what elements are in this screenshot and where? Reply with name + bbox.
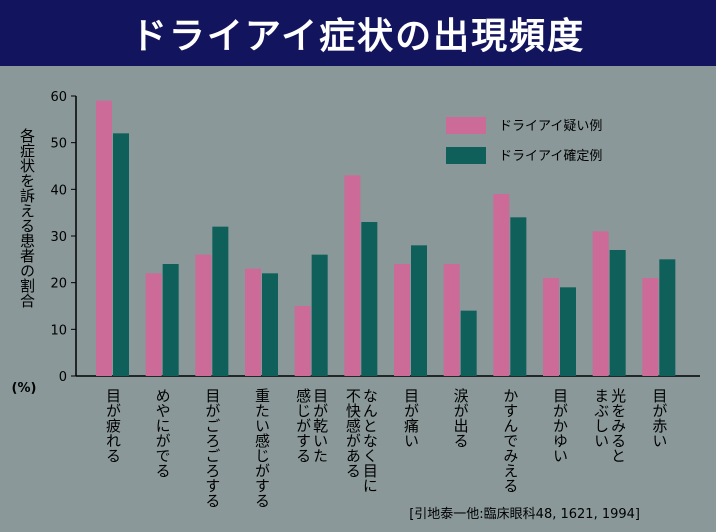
bar-suspected — [145, 273, 162, 376]
bar-chart: 0 10 20 30 40 50 60 各症状を訴える患者の割合 (%) 目が疲れる めやにがでる 目… — [12, 90, 700, 522]
x-category-label: 光をみると — [609, 388, 627, 463]
bar-confirmed — [510, 217, 527, 376]
legend-label-confirmed: ドライアイ確定例 — [499, 148, 602, 164]
x-category-label: 重たい感じがする — [253, 388, 271, 508]
bar-confirmed — [262, 273, 278, 376]
bar-confirmed — [460, 310, 477, 376]
y-tick-label: 20 — [50, 277, 67, 292]
x-category-label: 目がごろごろする — [203, 388, 221, 508]
bar-confirmed — [113, 133, 129, 376]
title-bar: ドライアイ症状の出現頻度 — [0, 0, 716, 66]
x-category-label: 目が乾いた — [311, 388, 329, 463]
bar-confirmed — [162, 264, 179, 376]
x-category-label: 不快感がある — [344, 388, 362, 478]
x-category-label: めやにがでる — [154, 388, 172, 478]
y-axis-unit: (%) — [12, 381, 37, 396]
bar-suspected — [294, 306, 311, 376]
bar-suspected — [344, 175, 361, 376]
x-category-label: かすんでみえる — [501, 388, 519, 493]
bar-confirmed — [609, 250, 626, 376]
y-axis-label: 各症状を訴える患者の割合 — [18, 128, 36, 308]
bar-suspected — [443, 264, 460, 376]
y-tick-label: 60 — [50, 90, 67, 105]
bar-suspected — [195, 254, 212, 376]
y-tick-label: 30 — [50, 230, 67, 245]
bar-suspected — [493, 194, 510, 376]
x-category-label: 目が痛い — [402, 388, 420, 448]
bar-confirmed — [411, 245, 427, 376]
bar-suspected — [642, 278, 659, 376]
bar-suspected — [543, 278, 559, 376]
x-category-label: なんとなく目に — [361, 388, 379, 493]
page-title: ドライアイ症状の出現頻度 — [130, 16, 586, 57]
citation: [引地泰一他:臨床眼科48, 1621, 1994] — [409, 507, 640, 522]
legend-swatch-confirmed — [446, 147, 486, 164]
legend-swatch-suspected — [446, 117, 486, 134]
x-category-label: 目がかゆい — [551, 388, 569, 463]
bar-suspected — [394, 264, 410, 376]
bar-suspected — [96, 100, 112, 376]
x-category-label: 目が赤い — [650, 388, 668, 448]
bar-confirmed — [659, 259, 676, 376]
bar-confirmed — [361, 222, 378, 376]
x-category-label: 感じがする — [294, 388, 312, 463]
x-category-label: 目が疲れる — [104, 388, 122, 463]
x-category-label: まぶしい — [592, 388, 610, 448]
x-category-label: 涙が出る — [452, 387, 470, 448]
bar-confirmed — [212, 226, 229, 376]
y-tick-label: 10 — [50, 323, 67, 338]
bar-confirmed — [311, 254, 328, 376]
bar-suspected — [592, 231, 609, 376]
bar-suspected — [245, 268, 261, 376]
y-tick-label: 0 — [59, 370, 67, 385]
legend-label-suspected: ドライアイ疑い例 — [499, 118, 602, 134]
bar-confirmed — [560, 287, 576, 376]
y-tick-label: 40 — [50, 183, 67, 198]
y-tick-label: 50 — [50, 137, 67, 152]
